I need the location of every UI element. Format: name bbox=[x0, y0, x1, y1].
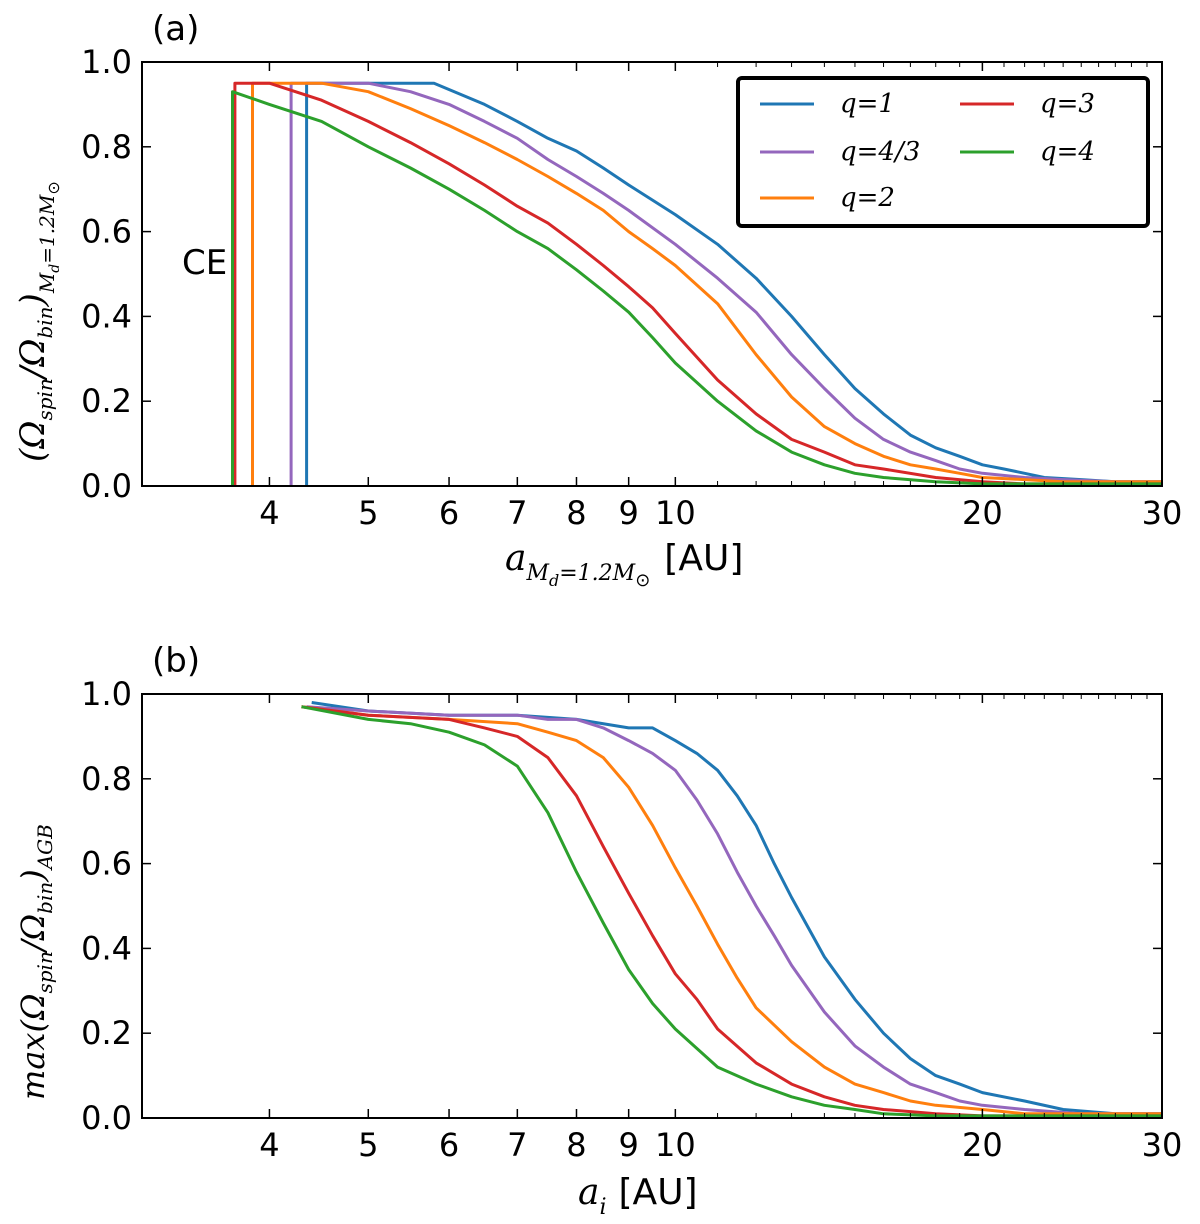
y-tick-label: 0.4 bbox=[81, 929, 132, 967]
x-tick-label: 10 bbox=[655, 494, 696, 532]
legend-label: q=1 bbox=[840, 89, 895, 119]
panel-label-b: (b) bbox=[152, 641, 200, 681]
series-line-q-4 bbox=[301, 705, 1162, 1118]
series-line-q-1 bbox=[305, 81, 1162, 486]
legend-label: q=4/3 bbox=[840, 137, 920, 167]
panel-b-series bbox=[301, 701, 1162, 1118]
panel-b-ticks: 4 5 6 7 8 9 10 20 30 0.0 0.2 0.4 0.6 0.8 1.0 bbox=[81, 675, 1182, 1164]
y-tick-label: 0.6 bbox=[81, 213, 132, 251]
series-line-q-3 bbox=[233, 81, 1162, 486]
legend-label: q=3 bbox=[1040, 89, 1095, 119]
x-tick-label: 6 bbox=[439, 494, 459, 532]
x-tick-label: 5 bbox=[358, 1126, 378, 1164]
y-tick-label: 0.0 bbox=[81, 1099, 132, 1137]
x-tick-label: 6 bbox=[439, 1126, 459, 1164]
y-tick-label: 1.0 bbox=[81, 43, 132, 81]
panel-a-ylabel: (Ωspin/Ωbin)Md=1.2M⊙ bbox=[13, 181, 63, 462]
series-line-q-4-3 bbox=[289, 81, 1162, 486]
panel-a: (a) 4 5 6 7 8 9 10 20 30 0.0 0.2 0.4 0.6 0.8 1.0 CE aM… bbox=[13, 9, 1182, 591]
x-tick-label: 5 bbox=[358, 494, 378, 532]
y-tick-label: 0.2 bbox=[81, 1014, 132, 1052]
panel-a-xlabel: aMd=1.2M⊙[AU] bbox=[505, 538, 743, 591]
ce-annotation: CE bbox=[182, 243, 227, 283]
panel-a-series bbox=[231, 81, 1162, 486]
x-tick-label: 7 bbox=[507, 494, 527, 532]
legend-label: q=2 bbox=[840, 183, 895, 213]
x-tick-label: 10 bbox=[655, 1126, 696, 1164]
panel-a-ticks: 4 5 6 7 8 9 10 20 30 0.0 0.2 0.4 0.6 0.8 1.0 bbox=[81, 43, 1182, 532]
y-tick-label: 0.8 bbox=[81, 760, 132, 798]
series-line-q-4 bbox=[231, 90, 1162, 486]
series-line-q-2 bbox=[251, 81, 1162, 486]
y-tick-label: 0.4 bbox=[81, 297, 132, 335]
x-tick-label: 9 bbox=[618, 494, 638, 532]
x-tick-label: 4 bbox=[259, 1126, 279, 1164]
x-tick-label: 20 bbox=[962, 494, 1003, 532]
panel-label-a: (a) bbox=[152, 9, 199, 49]
panel-b-xlabel: ai [AU] bbox=[578, 1172, 698, 1220]
panel-b-ylabel: max(Ωspin/Ωbin)AGB bbox=[14, 824, 57, 1100]
series-line-q-1 bbox=[311, 701, 1162, 1116]
x-tick-label: 8 bbox=[566, 494, 586, 532]
panel-a-axes-frame bbox=[141, 61, 1163, 487]
x-tick-label: 9 bbox=[618, 1126, 638, 1164]
series-line-q-2 bbox=[301, 705, 1162, 1116]
legend-entries: q=1 q=4/3 q=2 q=3 q=4 bbox=[760, 89, 1095, 213]
x-tick-label: 30 bbox=[1142, 1126, 1183, 1164]
y-tick-label: 0.6 bbox=[81, 845, 132, 883]
series-line-q-3 bbox=[301, 705, 1162, 1118]
x-tick-label: 4 bbox=[259, 494, 279, 532]
x-tick-label: 7 bbox=[507, 1126, 527, 1164]
y-tick-label: 1.0 bbox=[81, 675, 132, 713]
x-tick-label: 8 bbox=[566, 1126, 586, 1164]
series-line-q-4-3 bbox=[306, 705, 1162, 1116]
y-tick-label: 0.8 bbox=[81, 128, 132, 166]
panel-b: (b) 4 5 6 7 8 9 10 20 30 0.0 0.2 0.4 0.6 0.8 1.0 ai [AU… bbox=[14, 641, 1182, 1220]
x-tick-label: 20 bbox=[962, 1126, 1003, 1164]
y-tick-label: 0.0 bbox=[81, 467, 132, 505]
legend-label: q=4 bbox=[1040, 137, 1095, 167]
legend: q=1 q=4/3 q=2 q=3 q=4 bbox=[736, 76, 1150, 228]
panel-b-axes-frame bbox=[141, 693, 1163, 1119]
y-tick-label: 0.2 bbox=[81, 382, 132, 420]
legend-box bbox=[736, 76, 1150, 228]
x-tick-label: 30 bbox=[1142, 494, 1183, 532]
